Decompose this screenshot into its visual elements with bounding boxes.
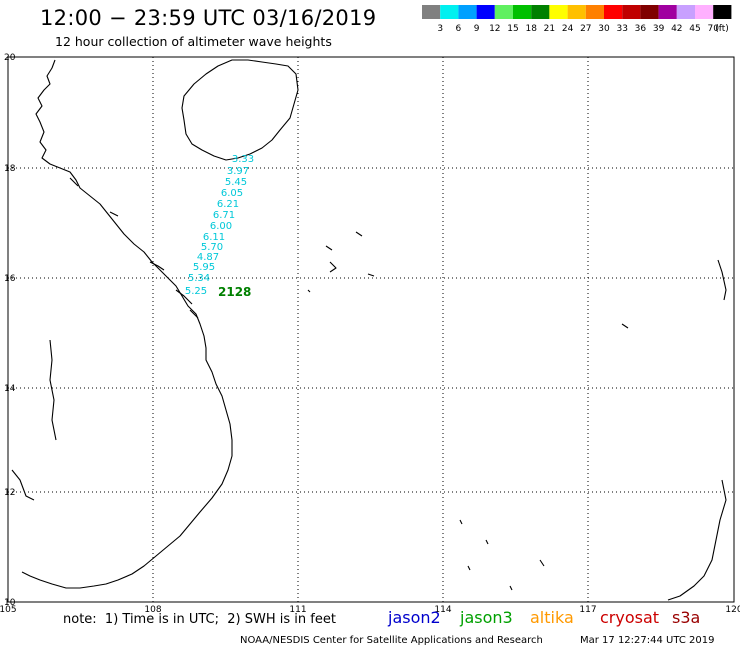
satellite-jason3: jason3 (460, 608, 513, 627)
map-frame (7, 56, 735, 603)
color-scale-legend: 3 6 9 12 15 18 21 24 27 30 33 36 39 42 45 70(ft) (422, 5, 732, 34)
generated-timestamp: Mar 17 12:27:44 UTC 2019 (580, 635, 715, 646)
swh-value-label: 6.71 (213, 210, 235, 221)
legend-swatch (494, 5, 513, 19)
legend-unit: (ft) (715, 24, 729, 34)
lon-tick-label: 114 (434, 605, 451, 615)
legend-swatch (476, 5, 495, 19)
lat-tick-label: 10 (4, 598, 16, 608)
lat-tick-label: 16 (4, 274, 16, 284)
legend-swatch (513, 5, 532, 19)
legend-swatch (458, 5, 477, 19)
swh-value-label: 5.95 (193, 262, 215, 273)
luzon-coast (667, 259, 727, 601)
map-title: 12:00 − 23:59 UTC 03/16/2019 (40, 6, 377, 30)
swh-value-label: 5.25 (185, 286, 207, 297)
swh-value-label: 6.21 (217, 199, 239, 210)
western-inland-coast (11, 339, 57, 501)
map-subtitle: 12 hour collection of altimeter wave hei… (55, 34, 332, 49)
legend-label: 12 (489, 24, 500, 34)
paracel-islands (307, 231, 375, 293)
credit-line: NOAA/NESDIS Center for Satellite Applica… (240, 635, 543, 646)
swh-value-label: 3.33 (232, 154, 254, 165)
footer-note: note: 1) Time is in UTC; 2) SWH is in fe… (63, 612, 336, 627)
legend-label: 36 (635, 24, 647, 34)
legend-swatch (676, 5, 695, 19)
lon-tick-label: 105 (0, 605, 17, 615)
legend-label: 42 (671, 24, 682, 34)
legend-label: 39 (653, 24, 665, 34)
spratly-islands (459, 323, 629, 591)
altimeter-track: 3.333.975.456.056.216.716.006.115.704.87… (185, 154, 254, 299)
swh-value-label: 3.97 (227, 166, 249, 177)
vietnam-coast-detail (69, 177, 199, 319)
swh-value-label: 4.87 (197, 252, 219, 263)
lat-tick-label: 14 (4, 384, 16, 394)
swh-value-label: 6.11 (203, 232, 225, 243)
legend-label: 70 (707, 24, 719, 34)
lat-tick-label: 20 (4, 53, 16, 63)
legend-swatch (713, 5, 732, 19)
swh-value-label: 6.00 (210, 221, 232, 232)
legend-swatch (549, 5, 568, 19)
legend-label: 3 (437, 24, 443, 34)
legend-label: 24 (562, 24, 574, 34)
vietnam-coastline (21, 59, 233, 589)
swh-value-label: 5.34 (188, 273, 210, 284)
satellite-s3a: s3a (672, 608, 701, 627)
satellite-cryosat: cryosat (600, 608, 660, 627)
legend-swatch (622, 5, 641, 19)
legend-label: 30 (598, 24, 610, 34)
legend-label: 45 (689, 24, 700, 34)
swh-value-label: 5.70 (201, 242, 223, 253)
lon-tick-label: 108 (144, 605, 161, 615)
lat-tick-label: 18 (4, 164, 16, 174)
lat-lon-grid (8, 57, 734, 602)
legend-label: 33 (616, 24, 627, 34)
lon-tick-label: 111 (289, 605, 306, 615)
legend-swatch (604, 5, 623, 19)
lon-tick-label: 117 (579, 605, 596, 615)
hainan-island (181, 59, 299, 161)
lat-tick-label: 12 (4, 488, 15, 498)
axis-ticks: 105 108 111 114 117 120 20 18 16 14 12 10 (0, 53, 740, 615)
track-id-label: 2128 (218, 285, 251, 299)
satellite-jason2: jason2 (388, 608, 441, 627)
coastline (11, 59, 727, 601)
satellite-altika: altika (530, 608, 574, 627)
legend-swatch (567, 5, 586, 19)
legend-label: 18 (525, 24, 537, 34)
legend-swatch (658, 5, 677, 19)
legend-label: 15 (507, 24, 518, 34)
legend-swatch (695, 5, 714, 19)
lon-tick-label: 120 (725, 605, 740, 615)
legend-swatch (585, 5, 604, 19)
legend-swatch (422, 5, 441, 19)
swh-value-label: 5.45 (225, 177, 247, 188)
legend-swatch (440, 5, 459, 19)
legend-swatch (531, 5, 550, 19)
swh-value-label: 6.05 (221, 188, 243, 199)
legend-label: 9 (474, 24, 480, 34)
legend-swatch (640, 5, 659, 19)
legend-label: 6 (456, 24, 462, 34)
legend-label: 27 (580, 24, 591, 34)
legend-label: 21 (544, 24, 555, 34)
